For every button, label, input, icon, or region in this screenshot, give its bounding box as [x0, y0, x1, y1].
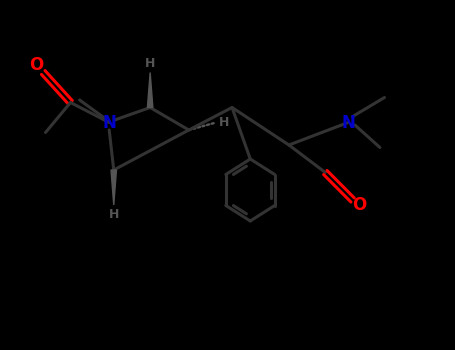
Text: H: H	[109, 208, 119, 220]
Polygon shape	[147, 72, 153, 107]
Text: N: N	[341, 113, 355, 132]
Polygon shape	[111, 170, 116, 205]
Text: O: O	[29, 56, 44, 74]
Text: H: H	[219, 116, 229, 129]
Text: H: H	[145, 57, 155, 70]
Text: N: N	[102, 113, 116, 132]
Text: O: O	[352, 196, 367, 214]
